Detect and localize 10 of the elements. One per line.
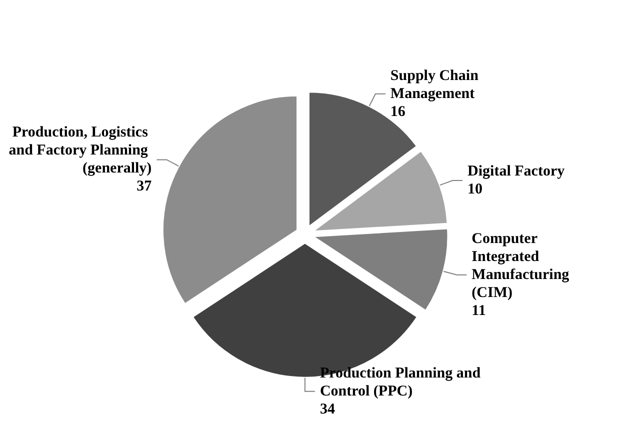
data-label: 34 [320,401,336,418]
slice-label: Production, Logistics and Factory Planning (generally) [8,124,152,177]
data-label: 11 [472,302,486,319]
data-label: 37 [136,178,152,195]
slice-label: Production Planning and Control (PPC) [320,365,484,400]
data-label: 16 [390,104,406,120]
slice-label: Computer Integrated Manufacturing (CIM) [472,230,573,301]
slice-label: Digital Factory [468,164,566,180]
slice-label: Supply Chain Management [390,68,482,102]
data-label: 10 [468,182,483,198]
